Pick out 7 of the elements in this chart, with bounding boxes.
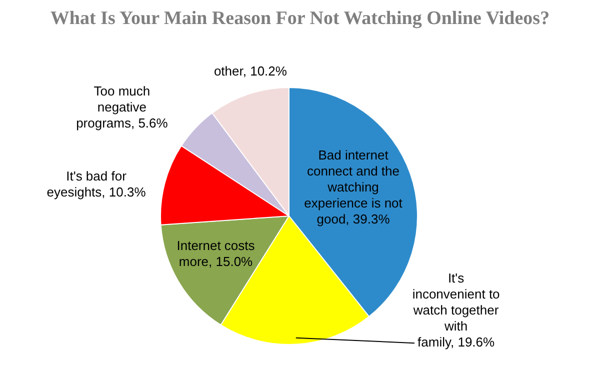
chart-title: What Is Your Main Reason For Not Watching Online Videos? — [49, 8, 551, 30]
slice-label: Bad internet connect and the watching experience is not good, 39.3% — [304, 147, 403, 226]
slice-label: Too much negative programs, 5.6% — [76, 84, 168, 131]
slice-label: Internet costs more, 15.0% — [176, 238, 256, 270]
slice-label: other, 10.2% — [214, 64, 288, 79]
slice-label: It's bad for eyesights, 10.3% — [46, 168, 146, 200]
slice-label: It's inconvenient to watch together with family, 19.6% — [412, 270, 500, 350]
